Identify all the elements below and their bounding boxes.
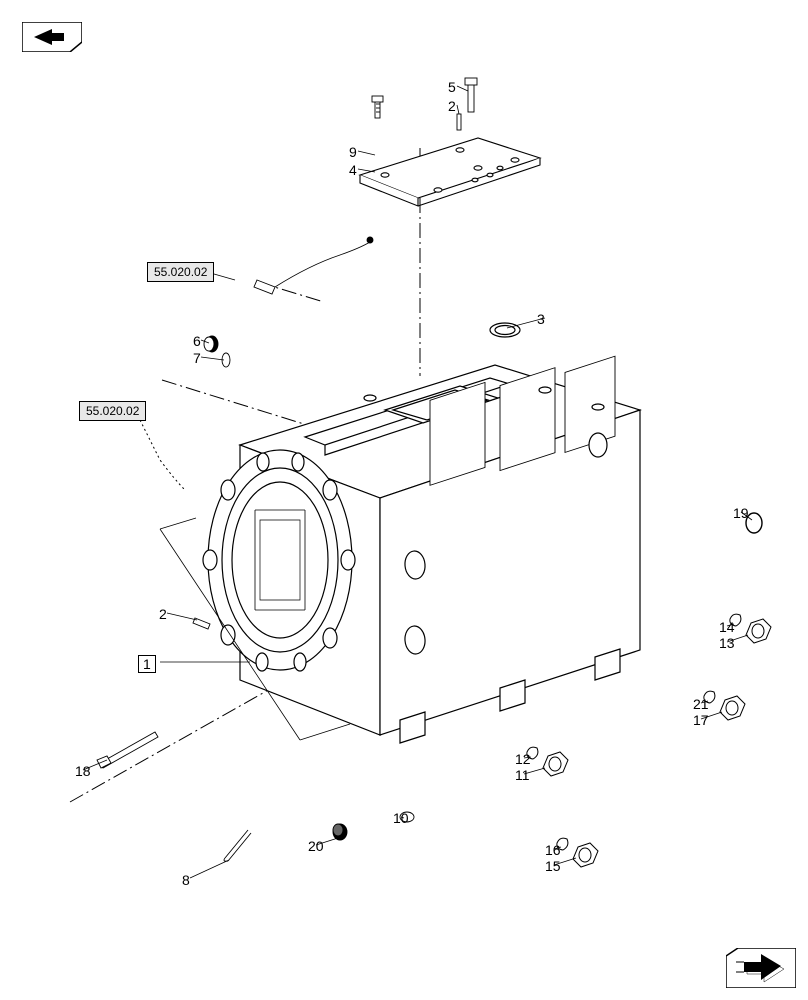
callout-5: 5	[448, 79, 456, 95]
callout-19: 19	[733, 505, 749, 521]
callout-1: 1	[138, 655, 156, 673]
callout-13: 13	[719, 635, 735, 651]
ref-box-2: 55.020.02	[79, 401, 146, 421]
callout-2: 2	[159, 606, 167, 622]
callout-2: 2	[448, 98, 456, 114]
callout-11: 11	[515, 767, 530, 783]
exploded-diagram	[0, 0, 808, 1000]
callout-7: 7	[193, 350, 201, 366]
callout-17: 17	[693, 712, 709, 728]
callout-15: 15	[545, 858, 561, 874]
callout-14: 14	[719, 619, 735, 635]
callout-9: 9	[349, 144, 357, 160]
callout-4: 4	[349, 162, 357, 178]
callout-12: 12	[515, 751, 531, 767]
callout-8: 8	[182, 872, 190, 888]
callout-21: 21	[693, 696, 709, 712]
ref-box-1: 55.020.02	[147, 262, 214, 282]
callout-3: 3	[537, 311, 545, 327]
callout-6: 6	[193, 333, 201, 349]
callout-16: 16	[545, 842, 561, 858]
callout-10: 10	[393, 810, 409, 826]
callout-18: 18	[75, 763, 91, 779]
callout-20: 20	[308, 838, 324, 854]
